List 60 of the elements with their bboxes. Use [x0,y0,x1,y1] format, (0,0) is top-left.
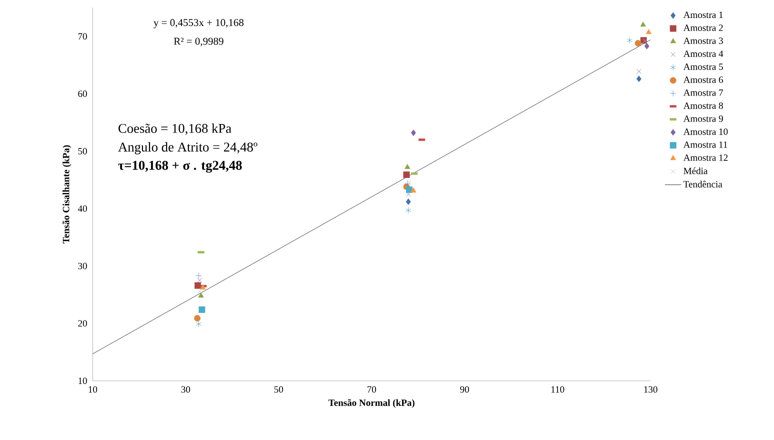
legend-label: Amostra 2 [683,24,723,31]
legend-label: Amostra 3 [683,38,723,44]
point [646,29,652,34]
y-tick-label: 20 [78,320,87,327]
legend-label: Amostra 9 [683,115,723,122]
legend-label: Amostra 1 [683,12,723,18]
point [197,288,202,294]
y-tick-label: 60 [78,90,87,97]
annotation: Coesão = 10,168 kPa [118,123,232,135]
y-axis-title: Tensão Cisalhante (kPa) [62,145,72,244]
y-tick-label: 70 [78,33,87,40]
point [198,306,206,313]
point [642,38,648,44]
point [194,314,201,322]
legend-label: Amostra 4 [683,50,724,57]
point [634,40,642,46]
x-tick-label: 90 [460,386,470,393]
point [644,42,650,50]
y-tick-label: 10 [78,378,87,384]
point [406,180,412,184]
point [636,68,642,74]
point [636,76,642,82]
legend-label: Amostra 5 [683,63,723,70]
point [196,320,202,328]
y-tick-label: 30 [78,262,87,270]
x-tick-label: 30 [181,386,190,393]
point [406,192,411,197]
point [410,187,416,192]
legend-label: Média [684,167,708,174]
x-axis-title: Tensão Normal (kPa) [328,399,414,408]
legend-label: Amostra 8 [683,102,723,109]
point [404,164,410,169]
point [403,171,410,178]
y-tick-label: 50 [78,148,87,154]
legend-label: Amostra 7 [683,89,724,96]
legend-label: Tendência [684,180,722,188]
point [406,198,411,205]
point [406,206,412,214]
legend-label: Amostra 11 [683,141,728,148]
x-tick-label: 130 [644,386,658,393]
point [197,278,202,283]
x-tick-label: 10 [88,386,98,393]
annotation: τ=10,168 + σ . tg24,48 [118,160,242,173]
point [626,37,632,44]
annotation: y = 0,4553x + 10,168 [154,18,244,28]
point [404,180,411,188]
x-tick-label: 70 [367,386,376,393]
point [198,292,204,298]
x-tick-label: 110 [551,386,564,393]
point [195,272,202,279]
annotation: Angulo de Atrito = 24,48º [118,142,258,154]
legend-label: Amostra 10 [683,128,728,135]
point [194,282,202,289]
point [410,129,416,136]
annotation: R² = 0,9989 [174,38,224,46]
legend-label: Amostra 12 [683,154,728,161]
y-tick-label: 40 [78,205,87,212]
legend-label: Amostra 6 [683,76,724,83]
x-tick-label: 50 [274,386,284,393]
point [640,22,646,27]
